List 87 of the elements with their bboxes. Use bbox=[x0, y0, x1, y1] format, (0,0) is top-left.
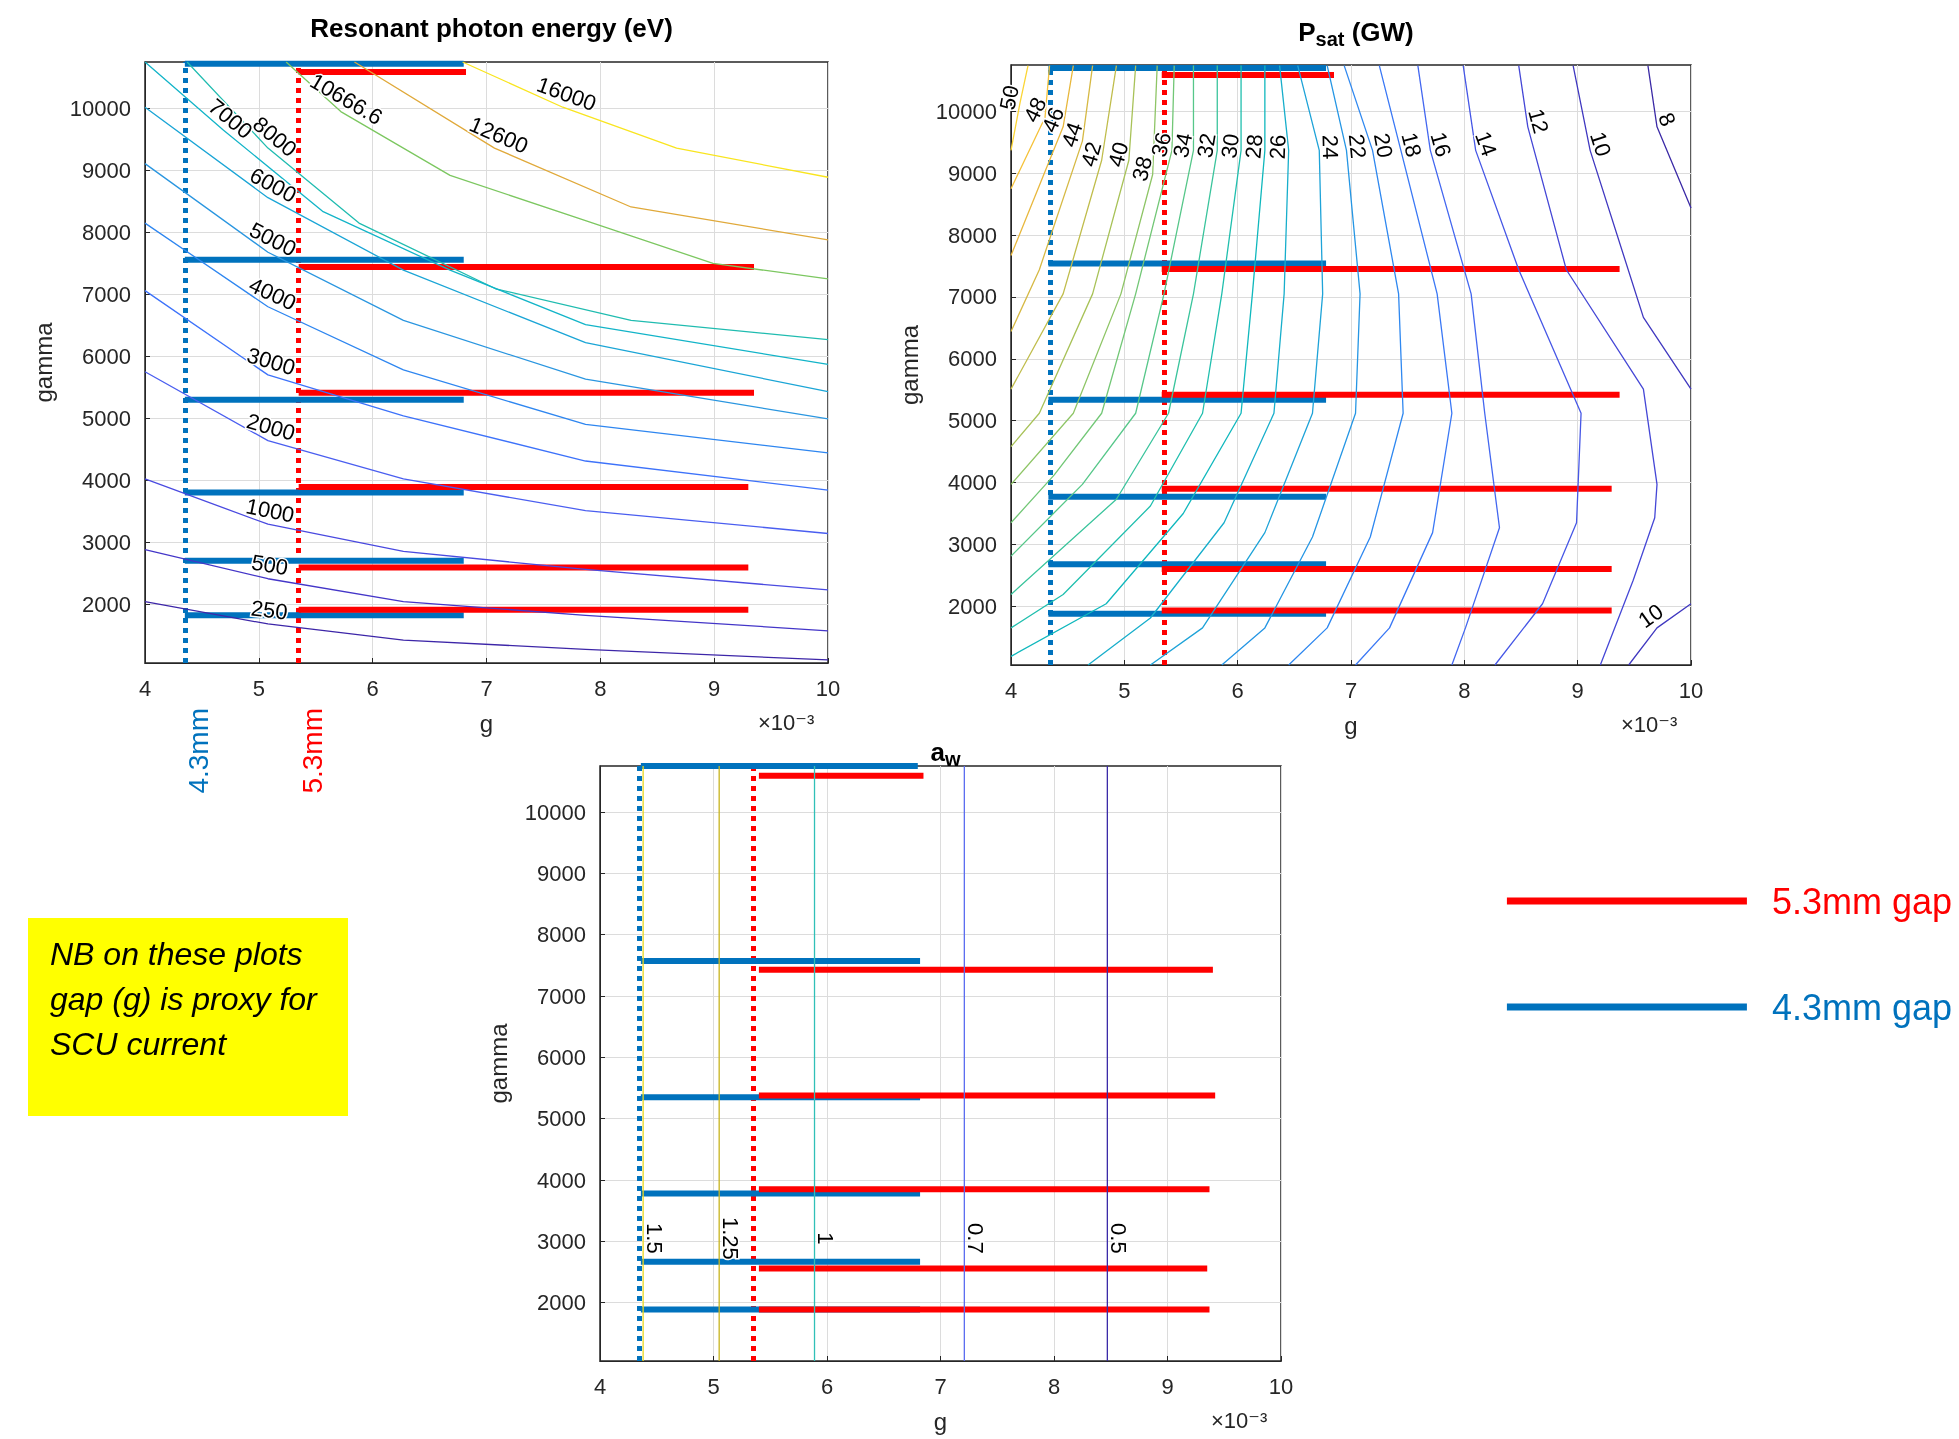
text: 4.3mm gap bbox=[1771, 986, 1953, 1028]
x-tick-label: 5 bbox=[1118, 677, 1131, 703]
text: 4000 bbox=[245, 272, 301, 316]
x-tick-label: 6 bbox=[820, 1373, 834, 1399]
x-tick-label: 7 bbox=[480, 675, 493, 701]
y-tick-label: 9000 bbox=[82, 157, 131, 183]
y-tick-label: 9000 bbox=[537, 860, 586, 886]
y-tick-label: 3000 bbox=[948, 531, 997, 557]
y-tick-label: 6000 bbox=[537, 1044, 586, 1070]
y-tick-label: 5000 bbox=[948, 408, 997, 434]
text: 24 bbox=[1317, 134, 1344, 160]
y-axis-title: gamma bbox=[484, 1022, 512, 1104]
ref-line-label: 4.3mm bbox=[183, 708, 215, 794]
y-tick-label: 8000 bbox=[948, 222, 997, 248]
chart-title: Resonant photon energy (eV) bbox=[310, 13, 673, 43]
x-tick-label: 4 bbox=[138, 675, 152, 701]
text: 18 bbox=[1396, 129, 1427, 160]
y-axis-title: gamma bbox=[29, 321, 57, 403]
y-tick-label: 4000 bbox=[82, 467, 131, 493]
y-tick-label: 10000 bbox=[524, 799, 586, 825]
text: 40 bbox=[1102, 139, 1134, 170]
text: ×10⁻³ bbox=[1211, 1407, 1268, 1433]
text: 8 bbox=[1653, 109, 1682, 131]
text: 14 bbox=[1470, 127, 1502, 160]
x-tick-label: 5 bbox=[707, 1373, 720, 1399]
text: ×10⁻³ bbox=[1621, 711, 1678, 737]
x-tick-label: 8 bbox=[1047, 1373, 1061, 1399]
y-tick-label: 5000 bbox=[537, 1106, 586, 1132]
x-tick-label: 9 bbox=[708, 675, 721, 701]
text: 10 bbox=[1633, 598, 1668, 634]
y-tick-label: 4000 bbox=[537, 1167, 586, 1193]
x-tick-label: 6 bbox=[1231, 677, 1244, 703]
text: NB on these plots gap (g) is proxy for SCU current bbox=[50, 935, 326, 1062]
y-tick-label: 8000 bbox=[82, 219, 131, 245]
x-tick-label: 5 bbox=[252, 675, 265, 701]
y-axis-title: gamma bbox=[895, 324, 923, 406]
y-tick-label: 10000 bbox=[69, 95, 131, 121]
x-tick-label: 10 bbox=[1678, 677, 1704, 703]
text: ×10⁻³ bbox=[758, 709, 815, 735]
x-tick-label: 8 bbox=[1458, 677, 1471, 703]
x-tick-label: 9 bbox=[1571, 677, 1584, 703]
text: 16 bbox=[1425, 129, 1457, 160]
x-tick-label: 10 bbox=[1268, 1373, 1294, 1399]
x-axis-title: g bbox=[479, 709, 494, 737]
text: 12 bbox=[1523, 105, 1554, 137]
y-tick-label: 8000 bbox=[537, 922, 586, 948]
y-tick-label: 6000 bbox=[82, 343, 131, 369]
text: 16000 bbox=[533, 71, 600, 116]
text: 500 bbox=[249, 549, 290, 581]
text: 0.7 bbox=[962, 1223, 988, 1254]
text: 2000 bbox=[244, 408, 298, 446]
x-tick-label: 7 bbox=[1344, 677, 1358, 703]
x-tick-label: 9 bbox=[1161, 1373, 1174, 1399]
text: 5000 bbox=[245, 217, 301, 262]
y-tick-label: 2000 bbox=[537, 1290, 586, 1316]
y-tick-label: 7000 bbox=[537, 983, 586, 1009]
y-tick-label: 9000 bbox=[948, 160, 997, 186]
x-tick-label: 10 bbox=[815, 675, 841, 701]
text: 0.5 bbox=[1105, 1223, 1131, 1254]
text: 1.5 bbox=[641, 1223, 667, 1254]
y-tick-label: 10000 bbox=[935, 98, 997, 124]
y-tick-label: 5000 bbox=[82, 405, 131, 431]
text: 12600 bbox=[465, 111, 532, 159]
y-tick-label: 2000 bbox=[948, 593, 997, 619]
text: 1.25 bbox=[717, 1216, 743, 1260]
x-tick-label: 4 bbox=[1004, 677, 1018, 703]
text: 250 bbox=[249, 595, 289, 625]
y-tick-label: 4000 bbox=[948, 470, 997, 496]
text: 1000 bbox=[243, 493, 297, 528]
x-tick-label: 6 bbox=[366, 675, 379, 701]
ref-line-label: 5.3mm bbox=[297, 708, 329, 794]
y-tick-label: 6000 bbox=[948, 346, 997, 372]
x-axis-title: g bbox=[933, 1407, 948, 1435]
text: 1 bbox=[813, 1232, 839, 1245]
x-tick-label: 7 bbox=[934, 1373, 947, 1399]
y-tick-label: 7000 bbox=[948, 284, 997, 310]
text: 10 bbox=[1584, 128, 1617, 160]
y-tick-label: 3000 bbox=[82, 529, 131, 555]
y-tick-label: 7000 bbox=[82, 281, 131, 307]
text: 6000 bbox=[245, 162, 301, 208]
x-tick-label: 8 bbox=[594, 675, 607, 701]
y-tick-label: 2000 bbox=[82, 591, 131, 617]
x-axis-title: g bbox=[1344, 711, 1358, 739]
y-tick-label: 3000 bbox=[537, 1228, 586, 1254]
x-tick-label: 4 bbox=[593, 1373, 607, 1399]
text: 5.3mm gap bbox=[1771, 880, 1953, 922]
text: 3000 bbox=[244, 342, 299, 381]
